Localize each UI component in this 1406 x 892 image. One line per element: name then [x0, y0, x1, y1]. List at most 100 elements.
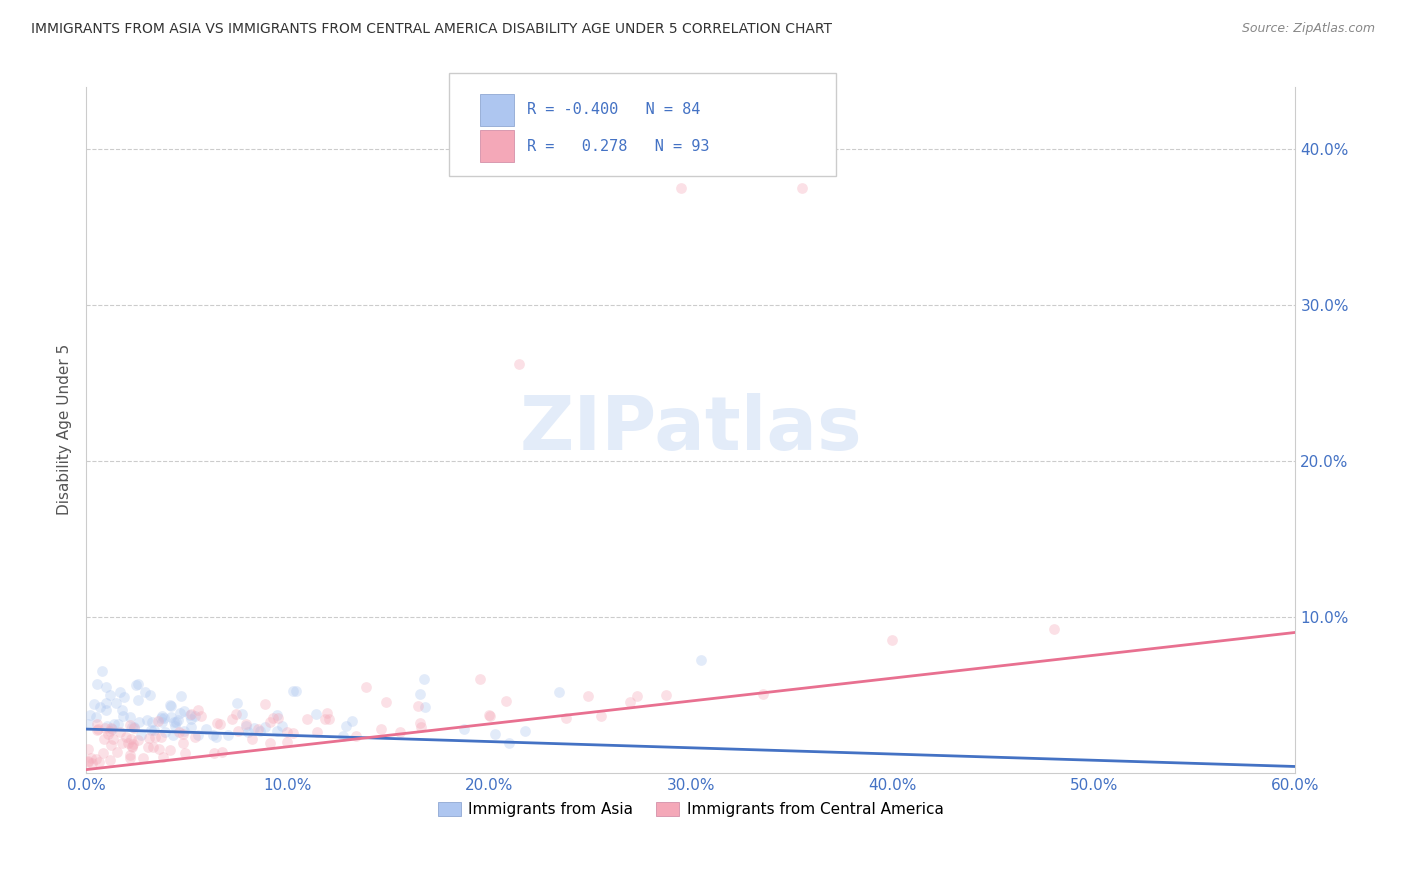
- Point: [184, 731, 207, 745]
- Point: [236, 725, 259, 739]
- Point: [150, 710, 173, 724]
- Point: [93, 731, 115, 746]
- Point: [179, 707, 201, 722]
- Point: [77, 716, 100, 731]
- Point: [160, 710, 183, 724]
- Point: [91, 665, 114, 679]
- Point: [342, 714, 364, 728]
- Point: [186, 703, 208, 717]
- Point: [111, 703, 134, 717]
- Point: [84, 752, 107, 766]
- Point: [94, 696, 117, 710]
- Point: [495, 694, 517, 708]
- Point: [180, 707, 202, 722]
- Legend: Immigrants from Asia, Immigrants from Central America: Immigrants from Asia, Immigrants from Ce…: [432, 797, 950, 823]
- Point: [153, 725, 176, 739]
- Point: [453, 722, 475, 736]
- Point: [127, 677, 149, 691]
- Point: [576, 689, 599, 703]
- Point: [205, 715, 228, 730]
- Text: ZIPatlas: ZIPatlas: [519, 393, 862, 467]
- Point: [150, 730, 173, 744]
- Point: [143, 731, 166, 745]
- Point: [253, 698, 276, 712]
- Point: [87, 755, 110, 769]
- Point: [221, 712, 243, 726]
- Bar: [481, 94, 515, 126]
- Point: [259, 714, 281, 729]
- Point: [136, 740, 159, 755]
- Point: [112, 690, 135, 705]
- Point: [110, 725, 132, 739]
- Point: [117, 736, 139, 750]
- Point: [111, 736, 134, 750]
- Point: [121, 739, 143, 753]
- Point: [169, 706, 191, 721]
- Point: [231, 706, 253, 721]
- Point: [240, 731, 263, 746]
- Point: [141, 723, 163, 738]
- Point: [159, 743, 181, 757]
- Point: [202, 746, 225, 760]
- Point: [297, 712, 319, 726]
- Point: [105, 745, 128, 759]
- Point: [201, 728, 224, 742]
- Point: [478, 708, 501, 723]
- Point: [173, 736, 195, 750]
- Point: [211, 745, 233, 759]
- Point: [173, 704, 195, 718]
- Point: [669, 181, 692, 195]
- Point: [235, 716, 257, 731]
- Point: [148, 742, 170, 756]
- Point: [259, 736, 281, 750]
- Point: [121, 740, 143, 755]
- Point: [105, 696, 128, 710]
- Point: [100, 722, 122, 736]
- Point: [226, 696, 249, 710]
- Point: [226, 723, 249, 738]
- Point: [138, 731, 160, 745]
- Point: [127, 693, 149, 707]
- Point: [626, 689, 648, 703]
- Point: [152, 750, 174, 764]
- Point: [479, 708, 502, 723]
- Point: [120, 709, 142, 723]
- Point: [87, 722, 110, 736]
- Point: [100, 721, 122, 735]
- Point: [689, 653, 711, 667]
- Point: [80, 756, 103, 771]
- Point: [83, 697, 105, 711]
- FancyBboxPatch shape: [449, 73, 837, 176]
- Point: [589, 709, 612, 723]
- Point: [125, 678, 148, 692]
- Point: [166, 713, 188, 727]
- Point: [184, 709, 207, 723]
- Point: [305, 724, 328, 739]
- Point: [98, 688, 121, 702]
- Point: [132, 750, 155, 764]
- Point: [548, 685, 571, 699]
- Point: [107, 716, 129, 731]
- Point: [96, 703, 118, 717]
- Point: [118, 717, 141, 731]
- Point: [249, 723, 271, 738]
- Point: [370, 723, 392, 737]
- Point: [167, 724, 190, 739]
- Point: [98, 753, 121, 767]
- Point: [276, 725, 298, 739]
- Point: [498, 736, 520, 750]
- Point: [120, 731, 142, 746]
- Point: [108, 685, 131, 699]
- Point: [96, 680, 118, 694]
- Point: [142, 739, 165, 754]
- Point: [163, 714, 186, 729]
- Point: [86, 723, 108, 738]
- Point: [882, 633, 904, 648]
- Point: [79, 707, 101, 722]
- Point: [77, 755, 100, 769]
- Point: [254, 720, 277, 734]
- Point: [114, 730, 136, 744]
- Point: [204, 730, 226, 744]
- Point: [100, 738, 122, 752]
- Y-axis label: Disability Age Under 5: Disability Age Under 5: [58, 344, 72, 516]
